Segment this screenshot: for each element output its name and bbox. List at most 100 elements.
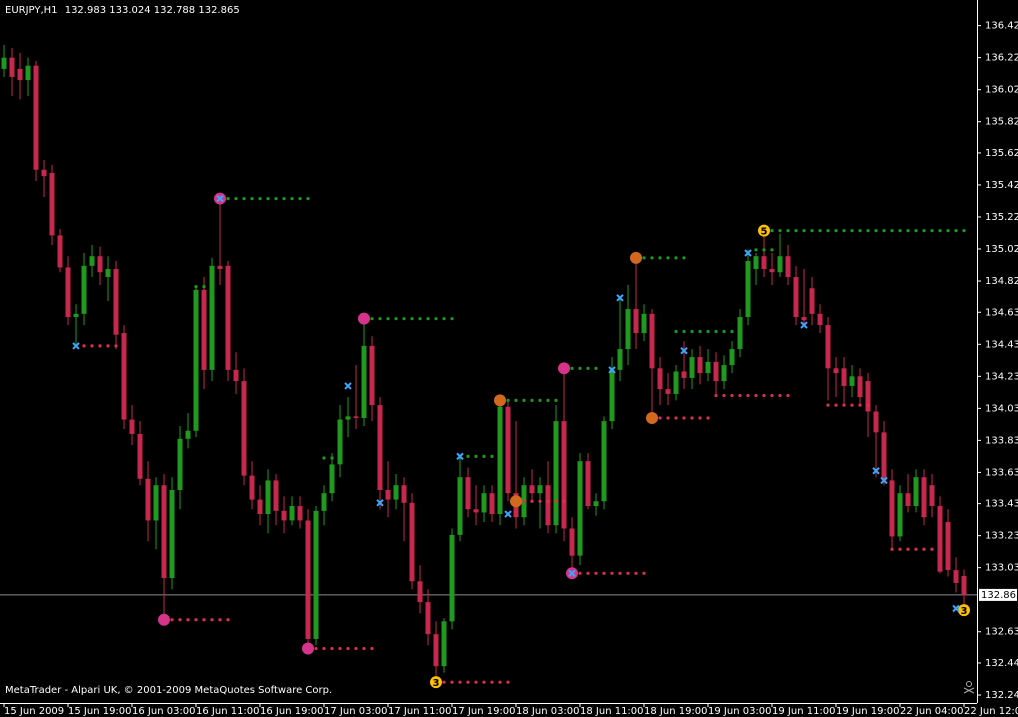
candle-body <box>505 406 511 494</box>
candle-body <box>737 317 743 350</box>
level-dot <box>434 317 438 321</box>
signal-circle <box>494 394 506 407</box>
level-dot <box>338 456 342 460</box>
level-dot <box>90 344 94 348</box>
candle-body <box>817 313 823 326</box>
signal-label: 3 <box>961 606 968 617</box>
candle-body <box>881 432 887 481</box>
candle-body <box>601 421 607 502</box>
x-tick-label: 16 Jun 11:00 <box>196 706 260 717</box>
symbol: EURJPY,H1 <box>5 5 58 16</box>
y-tick-label: 135.225 <box>985 212 1018 223</box>
candle-body <box>225 265 231 370</box>
y-tick-label: 133.235 <box>985 531 1018 542</box>
level-dot <box>114 344 118 348</box>
level-dot <box>210 618 214 622</box>
level-dot <box>354 646 358 651</box>
candle-body <box>801 317 807 321</box>
level-dot <box>674 256 678 260</box>
candle-body <box>393 485 399 500</box>
candle-body <box>121 333 127 420</box>
level-dot <box>850 403 854 407</box>
level-dot <box>642 256 646 260</box>
level-dot <box>898 228 902 233</box>
candle-body <box>673 371 679 394</box>
level-dot <box>490 454 494 458</box>
x-tick-label: 17 Jun 11:00 <box>388 706 452 717</box>
level-dot <box>258 196 262 201</box>
level-dot <box>658 416 662 420</box>
candle-body <box>217 265 223 270</box>
level-dot <box>474 680 478 684</box>
level-dot <box>226 618 230 622</box>
candle-body <box>105 269 111 278</box>
level-dot <box>186 618 190 622</box>
x-tick-label: 15 Jun 19:00 <box>68 706 132 717</box>
signal-circle <box>430 676 442 689</box>
level-dot <box>306 196 310 201</box>
candle-body <box>857 376 863 398</box>
level-dot <box>754 393 758 398</box>
candle-body <box>321 493 327 511</box>
candle-body <box>905 493 911 507</box>
x-tick-label: 18 Jun 19:00 <box>644 706 708 717</box>
level-dot <box>666 416 670 420</box>
level-dot <box>578 571 582 575</box>
candle-body <box>401 485 407 503</box>
level-dot <box>674 329 678 334</box>
level-dot <box>242 196 246 201</box>
candle-body <box>841 368 847 386</box>
level-dot <box>546 499 550 503</box>
signal-circle: 3 <box>958 604 970 617</box>
y-tick-label: 134.630 <box>985 307 1018 318</box>
signal-circle <box>494 394 506 407</box>
level-dot <box>386 317 390 321</box>
level-dot <box>362 646 366 651</box>
level-dot <box>698 416 702 420</box>
candle-body <box>745 261 751 318</box>
signal-circle-cross <box>566 567 578 580</box>
candle-body <box>17 68 23 81</box>
level-dot <box>794 228 798 233</box>
x-tick-label: 16 Jun 19:00 <box>260 706 324 717</box>
level-dot <box>954 228 958 233</box>
y-tick-label: 134.030 <box>985 403 1018 414</box>
candle-body <box>809 288 815 314</box>
signal-cross <box>376 499 384 507</box>
candle-body <box>233 369 239 382</box>
candle-body <box>313 510 319 639</box>
candle-body <box>25 65 31 81</box>
candle-body <box>961 576 967 595</box>
signal-circle: 3 <box>430 676 442 689</box>
level-dot <box>682 329 686 334</box>
signal-cross <box>744 249 752 257</box>
candle-body <box>897 493 903 537</box>
candle-body <box>361 345 367 418</box>
header-low: 132.788 <box>154 5 195 16</box>
x-tick-label: 17 Jun 03:00 <box>324 706 388 717</box>
chart-header: EURJPY,H1 132.983 133.024 132.788 132.86… <box>5 5 240 16</box>
level-dot <box>826 403 830 407</box>
level-dot <box>690 329 694 334</box>
level-dot <box>170 618 174 622</box>
level-dot <box>466 680 470 684</box>
signal-cross <box>744 249 752 257</box>
signal-cross <box>504 510 512 518</box>
level-dot <box>770 393 774 398</box>
candle-body <box>281 510 287 521</box>
y-tick-label: 133.035 <box>985 563 1018 574</box>
level-dot <box>458 680 462 684</box>
level-dot <box>226 196 230 201</box>
candle-body <box>41 169 47 177</box>
level-dot <box>506 680 510 684</box>
level-dot <box>690 416 694 420</box>
signal-cross <box>456 452 464 461</box>
level-dot <box>866 228 870 233</box>
level-dot <box>410 317 414 321</box>
candle-body <box>249 475 255 500</box>
level-dot <box>786 228 790 233</box>
level-dot <box>666 256 670 260</box>
signal-circle <box>558 362 570 375</box>
candle-body <box>937 506 943 572</box>
